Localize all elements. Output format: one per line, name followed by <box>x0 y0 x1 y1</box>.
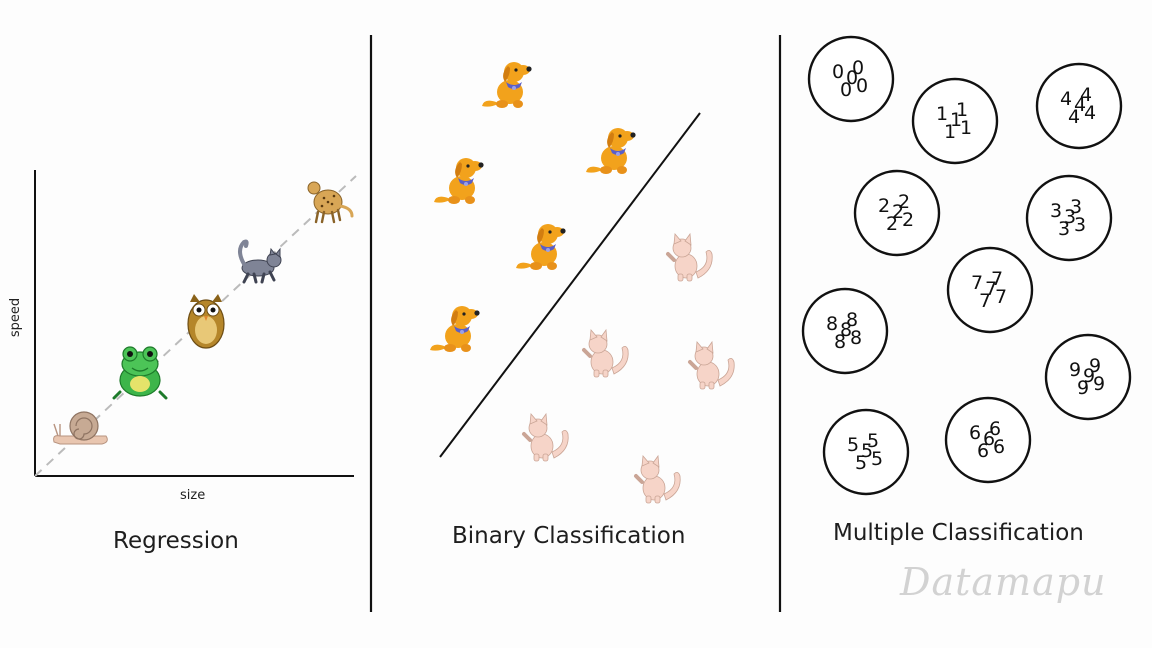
digit-glyph: 0 <box>832 61 844 83</box>
digit-glyph: 1 <box>950 109 962 131</box>
digit-glyph: 4 <box>1060 88 1072 110</box>
digit-glyph: 3 <box>1074 214 1086 236</box>
digit-glyph: 2 <box>902 209 914 231</box>
digit-glyph: 7 <box>995 286 1007 308</box>
binary-caption: Binary Classification <box>452 523 686 549</box>
dog-icon <box>516 224 566 270</box>
dog-icon <box>430 306 480 352</box>
digit-glyph: 6 <box>989 418 1001 440</box>
digit-glyph: 5 <box>867 430 879 452</box>
digit-glyph: 5 <box>847 434 859 456</box>
digit-cluster-8: 8 88 88 <box>801 287 889 375</box>
cat-icon <box>634 454 683 505</box>
digit-glyph: 4 <box>1068 106 1080 128</box>
digit-glyph: 9 <box>1083 365 1095 387</box>
digit-glyph: 6 <box>969 422 981 444</box>
y-axis-label: speed <box>8 297 24 338</box>
digit-glyph: 0 <box>856 75 868 97</box>
digit-glyph: 9 <box>1077 377 1089 399</box>
digit-cluster-9: 9 99 99 <box>1044 333 1132 421</box>
digit-glyph: 7 <box>979 290 991 312</box>
digit-glyph: 1 <box>936 103 948 125</box>
digit-glyph: 1 <box>956 99 968 121</box>
frog-icon <box>112 346 168 400</box>
digit-cluster-6: 6 66 66 <box>944 396 1032 484</box>
cluster-circle <box>1035 62 1123 150</box>
digit-cluster-7: 7 77 77 <box>946 246 1034 334</box>
digit-glyph: 6 <box>993 436 1005 458</box>
digit-glyph: 3 <box>1070 196 1082 218</box>
cat-icon <box>582 328 631 379</box>
regression-panel <box>34 170 357 477</box>
digit-glyph: 9 <box>1069 359 1081 381</box>
cluster-circle <box>946 246 1034 334</box>
cluster-circle <box>911 77 999 165</box>
digit-glyph: 2 <box>878 195 890 217</box>
digit-glyph: 8 <box>846 309 858 331</box>
digit-glyph: 8 <box>850 327 862 349</box>
cat-icon <box>522 412 571 463</box>
cluster-circle <box>1044 333 1132 421</box>
digit-glyph: 6 <box>983 428 995 450</box>
digit-cluster-2: 2 22 22 <box>853 169 941 257</box>
cat-icon <box>238 239 282 284</box>
digit-cluster-1: 1 11 11 <box>911 77 999 165</box>
x-axis-label: size <box>180 488 206 503</box>
digit-glyph: 2 <box>898 191 910 213</box>
digit-glyph: 3 <box>1050 200 1062 222</box>
digit-cluster-0: 0 00 00 <box>807 35 895 123</box>
digit-glyph: 3 <box>1058 218 1070 240</box>
cluster-circle <box>822 408 910 496</box>
cat-icon <box>666 232 715 283</box>
cluster-circle <box>807 35 895 123</box>
digit-glyph: 4 <box>1084 102 1096 124</box>
cluster-circle <box>801 287 889 375</box>
digit-glyph: 3 <box>1064 206 1076 228</box>
digit-glyph: 5 <box>855 452 867 474</box>
digit-glyph: 4 <box>1080 84 1092 106</box>
cheetah-icon <box>307 181 354 224</box>
digit-glyph: 6 <box>977 440 989 462</box>
digit-glyph: 7 <box>991 268 1003 290</box>
digit-glyph: 5 <box>871 448 883 470</box>
digit-glyph: 2 <box>892 201 904 223</box>
digit-glyph: 1 <box>960 117 972 139</box>
snail-icon <box>53 411 108 445</box>
cluster-circle <box>853 169 941 257</box>
digit-glyph: 9 <box>1093 373 1105 395</box>
dog-icon <box>586 128 636 174</box>
digit-cluster-4: 4 44 44 <box>1035 62 1123 150</box>
decision-boundary <box>439 112 701 458</box>
cat-icon <box>688 340 737 391</box>
regression-caption: Regression <box>113 528 239 554</box>
watermark-logo: Datamapu <box>900 560 1107 604</box>
digit-cluster-5: 5 55 55 <box>822 408 910 496</box>
multiple-panel: 0 00 001 11 114 44 442 22 22 3 33 337 77 778 88 889 99 99… <box>801 35 1132 496</box>
digit-glyph: 0 <box>852 57 864 79</box>
multiple-caption: Multiple Classification <box>833 520 1084 546</box>
digit-glyph: 7 <box>985 278 997 300</box>
digit-glyph: 4 <box>1074 94 1086 116</box>
digit-glyph: 8 <box>834 331 846 353</box>
digit-glyph: 8 <box>826 313 838 335</box>
digit-glyph: 7 <box>971 272 983 294</box>
digit-glyph: 5 <box>861 440 873 462</box>
binary-panel <box>430 62 737 505</box>
digit-glyph: 0 <box>846 67 858 89</box>
digit-glyph: 1 <box>944 121 956 143</box>
owl-icon <box>187 294 225 349</box>
cluster-circle <box>944 396 1032 484</box>
digit-glyph: 9 <box>1089 355 1101 377</box>
dog-icon <box>482 62 532 108</box>
digit-glyph: 0 <box>840 79 852 101</box>
cluster-circle <box>1025 174 1113 262</box>
digit-cluster-3: 3 33 33 <box>1025 174 1113 262</box>
digit-glyph: 2 <box>886 213 898 235</box>
dog-icon <box>434 158 484 204</box>
digit-glyph: 8 <box>840 319 852 341</box>
